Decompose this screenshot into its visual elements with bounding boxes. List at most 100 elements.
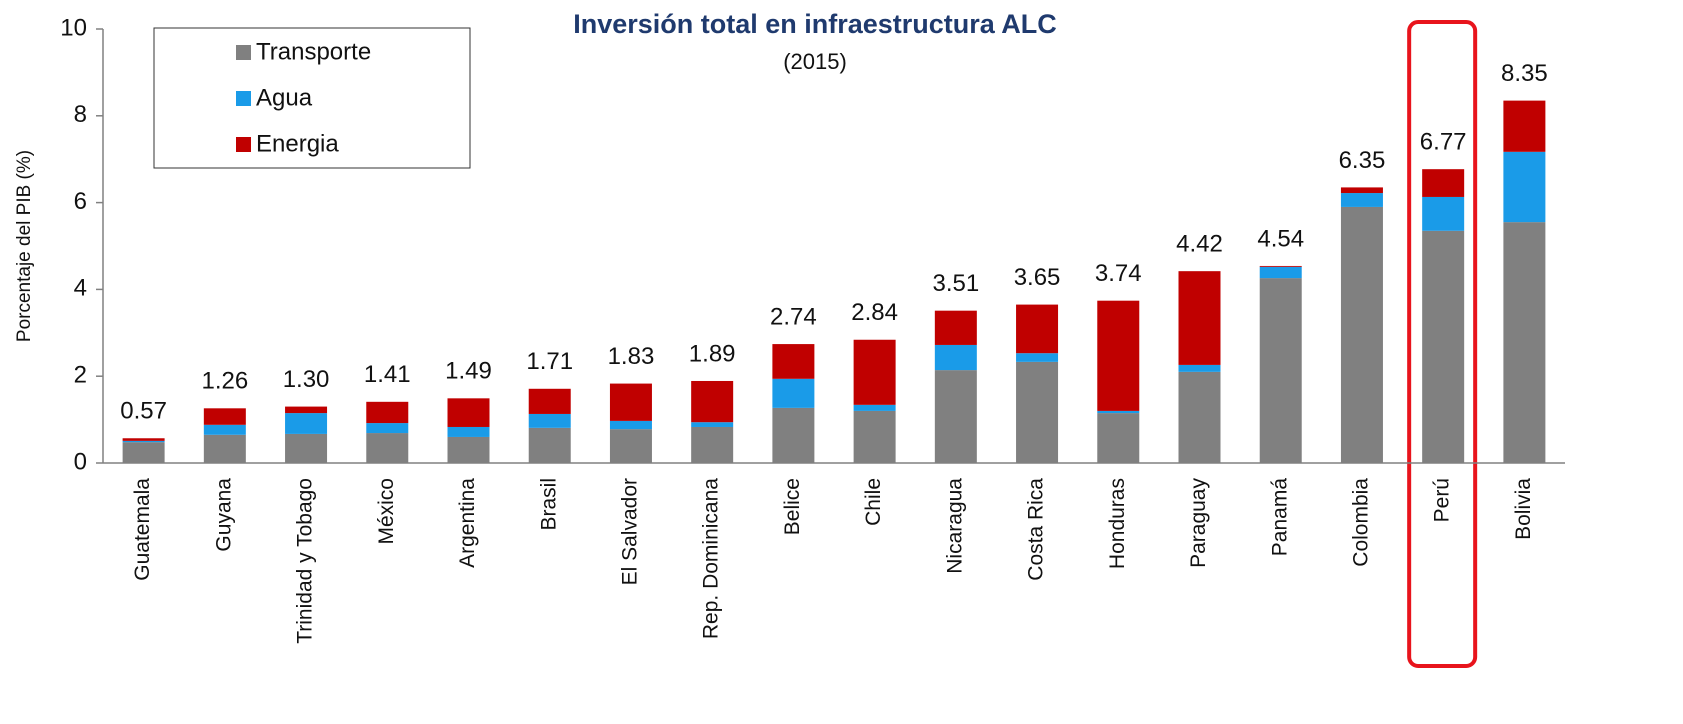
bar-segment xyxy=(203,424,246,435)
x-tick-label: Argentina xyxy=(456,478,479,568)
bar-segment xyxy=(1340,187,1383,194)
bar-segment xyxy=(528,427,571,463)
bar-segment xyxy=(934,310,977,345)
bar-segment xyxy=(122,442,165,463)
bar-segment xyxy=(1340,193,1383,207)
bar-segment xyxy=(772,378,815,408)
bar-segment xyxy=(528,388,571,414)
value-label: 1.71 xyxy=(526,348,573,375)
bar-segment xyxy=(285,433,328,463)
bar-segment xyxy=(1503,151,1546,223)
bar-segment xyxy=(1016,304,1059,354)
x-tick-label: México xyxy=(375,478,398,545)
y-tick-label: 6 xyxy=(74,188,87,215)
x-tick-label: Guatemala xyxy=(131,478,154,581)
bar-segment xyxy=(691,422,734,427)
value-label: 8.35 xyxy=(1501,60,1548,87)
bar-segment xyxy=(203,434,246,463)
bar-segment xyxy=(285,413,328,434)
bar-segment xyxy=(1097,300,1140,411)
bar-segment xyxy=(609,383,652,421)
chart-subtitle: (2015) xyxy=(783,49,847,74)
x-tick-label: Belice xyxy=(781,478,804,535)
value-label: 6.35 xyxy=(1339,147,1386,174)
bar-segment xyxy=(1178,271,1221,365)
bar-segment xyxy=(1178,371,1221,463)
legend-swatch xyxy=(236,91,251,106)
bar-segment xyxy=(772,407,815,463)
bar-segment xyxy=(934,370,977,463)
x-tick-label: Chile xyxy=(862,478,885,526)
bar-segment xyxy=(1340,206,1383,463)
value-label: 2.84 xyxy=(851,299,898,326)
x-tick-label: El Salvador xyxy=(618,478,641,585)
x-tick-label: Paraguay xyxy=(1187,478,1210,568)
bar-segment xyxy=(122,440,165,443)
bar-segment xyxy=(1422,169,1465,197)
bar-segment xyxy=(366,401,409,424)
value-label: 0.57 xyxy=(120,398,167,425)
value-label: 3.74 xyxy=(1095,260,1142,287)
value-label: 1.83 xyxy=(608,343,655,370)
bar-segment xyxy=(609,429,652,463)
bar-segment xyxy=(1016,361,1059,463)
value-label: 3.51 xyxy=(932,270,979,297)
legend-swatch xyxy=(236,137,251,152)
bar-segment xyxy=(447,426,490,437)
x-tick-label: Nicaragua xyxy=(943,478,966,574)
bar-segment xyxy=(528,413,571,428)
bar-segment xyxy=(366,433,409,463)
bar-segment xyxy=(609,420,652,430)
x-tick-label: Rep. Dominicana xyxy=(700,478,723,639)
bar-segment xyxy=(122,438,165,441)
bar-segment xyxy=(853,339,896,405)
legend-swatch xyxy=(236,45,251,60)
bar-segment xyxy=(1097,410,1140,414)
bar-segment xyxy=(772,344,815,379)
bar-segment xyxy=(1503,100,1546,152)
y-tick-label: 2 xyxy=(74,362,87,389)
y-tick-label: 10 xyxy=(60,14,87,41)
x-tick-label: Bolivia xyxy=(1512,478,1535,540)
value-label: 3.65 xyxy=(1014,264,1061,291)
x-tick-label: Trinidad y Tobago xyxy=(294,478,317,644)
x-tick-label: Costa Rica xyxy=(1025,478,1048,581)
value-label: 1.26 xyxy=(201,368,248,395)
bar-segment xyxy=(1503,222,1546,463)
bar-segment xyxy=(285,406,328,414)
value-label: 6.77 xyxy=(1420,129,1467,156)
y-axis-label: Porcentaje del PIB (%) xyxy=(14,150,35,342)
bar-segment xyxy=(853,410,896,463)
legend-label: Energia xyxy=(256,130,339,157)
value-label: 1.41 xyxy=(364,361,411,388)
bar-segment xyxy=(447,398,490,427)
value-label: 4.42 xyxy=(1176,231,1223,258)
bar-segment xyxy=(1259,266,1302,279)
bar-segment xyxy=(447,436,490,463)
bar-segment xyxy=(1422,196,1465,231)
bar-segment xyxy=(1097,413,1140,463)
highlight-box xyxy=(1407,20,1478,668)
bar-segment xyxy=(366,423,409,434)
bar-segment xyxy=(1259,265,1302,267)
bar-segment xyxy=(1178,364,1221,372)
y-tick-label: 0 xyxy=(74,448,87,475)
x-tick-label: Colombia xyxy=(1349,478,1372,567)
chart-title: Inversión total en infraestructura ALC xyxy=(573,9,1057,39)
y-tick-label: 4 xyxy=(74,275,87,302)
value-label: 1.30 xyxy=(283,366,330,393)
bar-segment xyxy=(691,380,734,423)
value-label: 2.74 xyxy=(770,303,817,330)
x-tick-label: Panamá xyxy=(1268,478,1291,557)
bar-segment xyxy=(853,404,896,411)
bar-segment xyxy=(1259,278,1302,463)
bar-segment xyxy=(1016,353,1059,362)
legend-label: Transporte xyxy=(256,38,371,65)
bar-segment xyxy=(691,426,734,463)
value-label: 1.49 xyxy=(445,358,492,385)
bar-segment xyxy=(203,408,246,425)
legend-box xyxy=(153,27,471,169)
x-tick-label: Honduras xyxy=(1106,478,1129,569)
value-label: 1.89 xyxy=(689,340,736,367)
